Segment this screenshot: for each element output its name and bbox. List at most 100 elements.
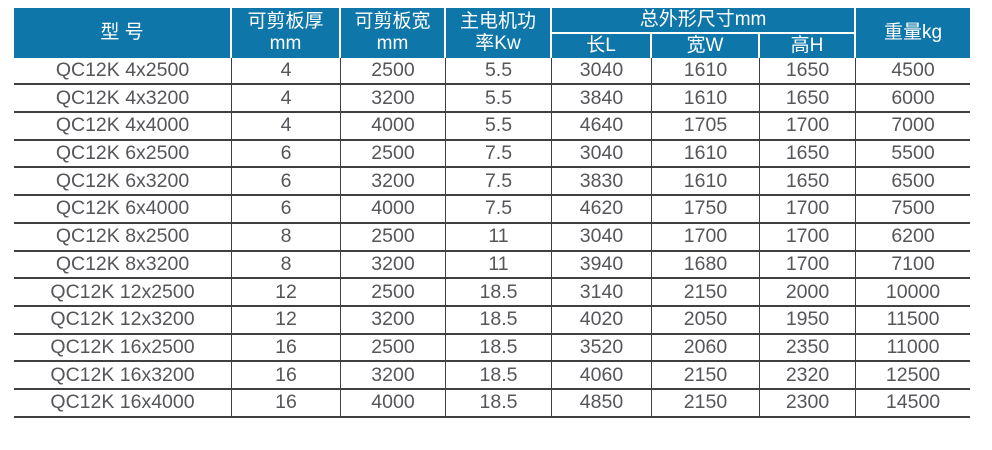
model-cell: QC12K 4x3200 bbox=[14, 85, 232, 114]
value-cell: 4850 bbox=[552, 389, 652, 418]
table-row: QC12K 6x3200 6 3200 7.5 3830 1610 1650 6500 bbox=[14, 168, 971, 197]
value-cell: 12 bbox=[232, 306, 341, 335]
spec-table-container: 型 号 可剪板厚 mm 可剪板宽 mm 主电机功 率Kw 总外形尺寸mm bbox=[14, 8, 971, 418]
value-cell: 3200 bbox=[341, 306, 446, 335]
value-cell: 1750 bbox=[652, 196, 760, 224]
header-thickness: 可剪板厚 mm bbox=[232, 8, 341, 58]
value-cell: 1700 bbox=[760, 196, 857, 224]
header-motor-power-line1: 主电机功 bbox=[459, 11, 536, 32]
value-cell: 7500 bbox=[856, 196, 971, 224]
value-cell: 2350 bbox=[760, 334, 857, 363]
value-cell: 1650 bbox=[760, 140, 857, 169]
value-cell: 7000 bbox=[856, 113, 971, 141]
value-cell: 4620 bbox=[552, 196, 652, 224]
value-cell: 2150 bbox=[652, 279, 760, 307]
model-cell: QC12K 16x3200 bbox=[14, 362, 232, 390]
table-row: QC12K 6x4000 6 4000 7.5 4620 1750 1700 7500 bbox=[14, 196, 971, 224]
value-cell: 3840 bbox=[552, 85, 652, 114]
value-cell: 7.5 bbox=[446, 196, 552, 224]
value-cell: 16 bbox=[232, 389, 341, 418]
header-shear-width-line2: mm bbox=[376, 32, 409, 54]
value-cell: 5.5 bbox=[446, 57, 552, 86]
model-cell: QC12K 8x3200 bbox=[14, 251, 232, 280]
header-height: 高H bbox=[760, 33, 857, 58]
value-cell: 3520 bbox=[552, 334, 652, 363]
value-cell: 1650 bbox=[760, 85, 857, 114]
value-cell: 4060 bbox=[552, 362, 652, 390]
value-cell: 6000 bbox=[856, 85, 971, 114]
value-cell: 3200 bbox=[341, 168, 446, 197]
value-cell: 6500 bbox=[856, 168, 971, 197]
model-cell: QC12K 4x2500 bbox=[14, 57, 232, 86]
value-cell: 14500 bbox=[856, 390, 971, 418]
value-cell: 3830 bbox=[552, 168, 652, 197]
table-row: QC12K 16x2500 16 2500 18.5 3520 2060 2350 11000 bbox=[14, 334, 971, 363]
header-motor-power: 主电机功 率Kw bbox=[446, 8, 552, 58]
table-row: QC12K 4x2500 4 2500 5.5 3040 1610 1650 4500 bbox=[14, 57, 971, 86]
value-cell: 1610 bbox=[652, 57, 760, 86]
value-cell: 4500 bbox=[856, 58, 971, 86]
model-cell: QC12K 16x4000 bbox=[14, 389, 232, 418]
value-cell: 16 bbox=[232, 334, 341, 363]
value-cell: 7100 bbox=[856, 252, 971, 280]
value-cell: 1700 bbox=[652, 223, 760, 252]
value-cell: 1610 bbox=[652, 140, 760, 169]
value-cell: 18.5 bbox=[446, 279, 552, 307]
value-cell: 4 bbox=[232, 113, 341, 141]
spec-table: 型 号 可剪板厚 mm 可剪板宽 mm 主电机功 率Kw 总外形尺寸mm bbox=[14, 8, 971, 418]
value-cell: 2300 bbox=[760, 389, 857, 418]
value-cell: 1700 bbox=[760, 113, 857, 141]
value-cell: 1705 bbox=[652, 113, 760, 141]
table-row: QC12K 16x4000 16 4000 18.5 4850 2150 2300 14500 bbox=[14, 389, 971, 418]
value-cell: 1610 bbox=[652, 85, 760, 114]
header-weight: 重量kg bbox=[856, 8, 971, 58]
value-cell: 2500 bbox=[341, 140, 446, 169]
model-cell: QC12K 12x2500 bbox=[14, 279, 232, 307]
value-cell: 3200 bbox=[341, 251, 446, 280]
value-cell: 7.5 bbox=[446, 140, 552, 169]
value-cell: 3200 bbox=[341, 362, 446, 390]
value-cell: 4 bbox=[232, 57, 341, 86]
value-cell: 4000 bbox=[341, 196, 446, 224]
header-dimensions-group-label: 总外形尺寸mm bbox=[639, 9, 767, 30]
table-row: QC12K 4x4000 4 4000 5.5 4640 1705 1700 7000 bbox=[14, 113, 971, 141]
header-row-sub: 长L 宽W 高H bbox=[14, 33, 970, 58]
value-cell: 2050 bbox=[652, 306, 760, 335]
value-cell: 1700 bbox=[760, 251, 857, 280]
model-cell: QC12K 8x2500 bbox=[14, 223, 232, 252]
value-cell: 12500 bbox=[856, 362, 971, 390]
value-cell: 5500 bbox=[856, 141, 971, 169]
value-cell: 6 bbox=[232, 140, 341, 169]
header-width-label: 宽W bbox=[686, 34, 724, 56]
value-cell: 4640 bbox=[552, 113, 652, 141]
header-dimensions-group: 总外形尺寸mm bbox=[552, 8, 857, 34]
model-cell: QC12K 6x3200 bbox=[14, 168, 232, 197]
value-cell: 3040 bbox=[552, 223, 652, 252]
table-row: QC12K 4x3200 4 3200 5.5 3840 1610 1650 6000 bbox=[14, 85, 971, 114]
value-cell: 2500 bbox=[341, 334, 446, 363]
value-cell: 18.5 bbox=[446, 306, 552, 335]
value-cell: 5.5 bbox=[446, 85, 552, 114]
model-cell: QC12K 6x4000 bbox=[14, 196, 232, 224]
value-cell: 11 bbox=[446, 251, 552, 280]
header-length-label: 长L bbox=[586, 34, 616, 56]
header-thickness-line2: mm bbox=[269, 32, 302, 54]
value-cell: 18.5 bbox=[446, 362, 552, 390]
value-cell: 3140 bbox=[552, 279, 652, 307]
value-cell: 2060 bbox=[652, 334, 760, 363]
value-cell: 18.5 bbox=[446, 389, 552, 418]
value-cell: 2000 bbox=[760, 279, 857, 307]
model-cell: QC12K 16x2500 bbox=[14, 334, 232, 363]
header-shear-width: 可剪板宽 mm bbox=[341, 8, 446, 58]
value-cell: 6 bbox=[232, 196, 341, 224]
value-cell: 6200 bbox=[856, 224, 971, 252]
table-row: QC12K 16x3200 16 3200 18.5 4060 2150 2320 12500 bbox=[14, 362, 971, 390]
header-length: 长L bbox=[552, 33, 652, 58]
value-cell: 1650 bbox=[760, 57, 857, 86]
value-cell: 1610 bbox=[652, 168, 760, 197]
table-row: QC12K 12x2500 12 2500 18.5 3140 2150 2000 10000 bbox=[14, 279, 971, 307]
model-cell: QC12K 6x2500 bbox=[14, 140, 232, 169]
value-cell: 1680 bbox=[652, 251, 760, 280]
header-shear-width-line1: 可剪板宽 bbox=[354, 11, 431, 32]
table-row: QC12K 8x3200 8 3200 11 3940 1680 1700 7100 bbox=[14, 251, 971, 280]
